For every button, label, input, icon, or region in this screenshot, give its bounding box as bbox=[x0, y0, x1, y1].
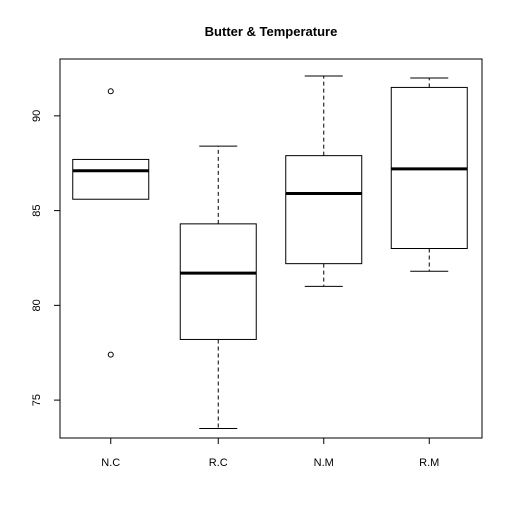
iqr-box bbox=[285, 155, 363, 265]
plot-frame bbox=[59, 58, 483, 439]
box-n-c bbox=[72, 88, 150, 358]
box-r-m bbox=[390, 77, 468, 272]
x-tick-label: R.M bbox=[419, 457, 439, 469]
y-tick-label: 75 bbox=[31, 394, 43, 406]
boxes-group bbox=[72, 75, 468, 430]
iqr-box bbox=[179, 223, 257, 340]
y-tick-label: 80 bbox=[31, 299, 43, 311]
x-tick-label: R.C bbox=[209, 457, 228, 469]
outlier-point bbox=[107, 351, 114, 358]
outlier-point bbox=[107, 88, 114, 95]
y-tick-label: 85 bbox=[31, 204, 43, 216]
x-tick-label: N.M bbox=[314, 457, 334, 469]
iqr-box bbox=[72, 158, 150, 200]
x-axis: N.C R.C N.M R.M bbox=[101, 438, 439, 469]
y-axis: 75 80 85 90 bbox=[31, 110, 60, 406]
chart-title: Butter & Temperature bbox=[205, 24, 338, 39]
box-r-c bbox=[179, 145, 257, 430]
y-tick-label: 90 bbox=[31, 110, 43, 122]
box-n-m bbox=[285, 75, 363, 287]
x-tick-label: N.C bbox=[101, 457, 120, 469]
